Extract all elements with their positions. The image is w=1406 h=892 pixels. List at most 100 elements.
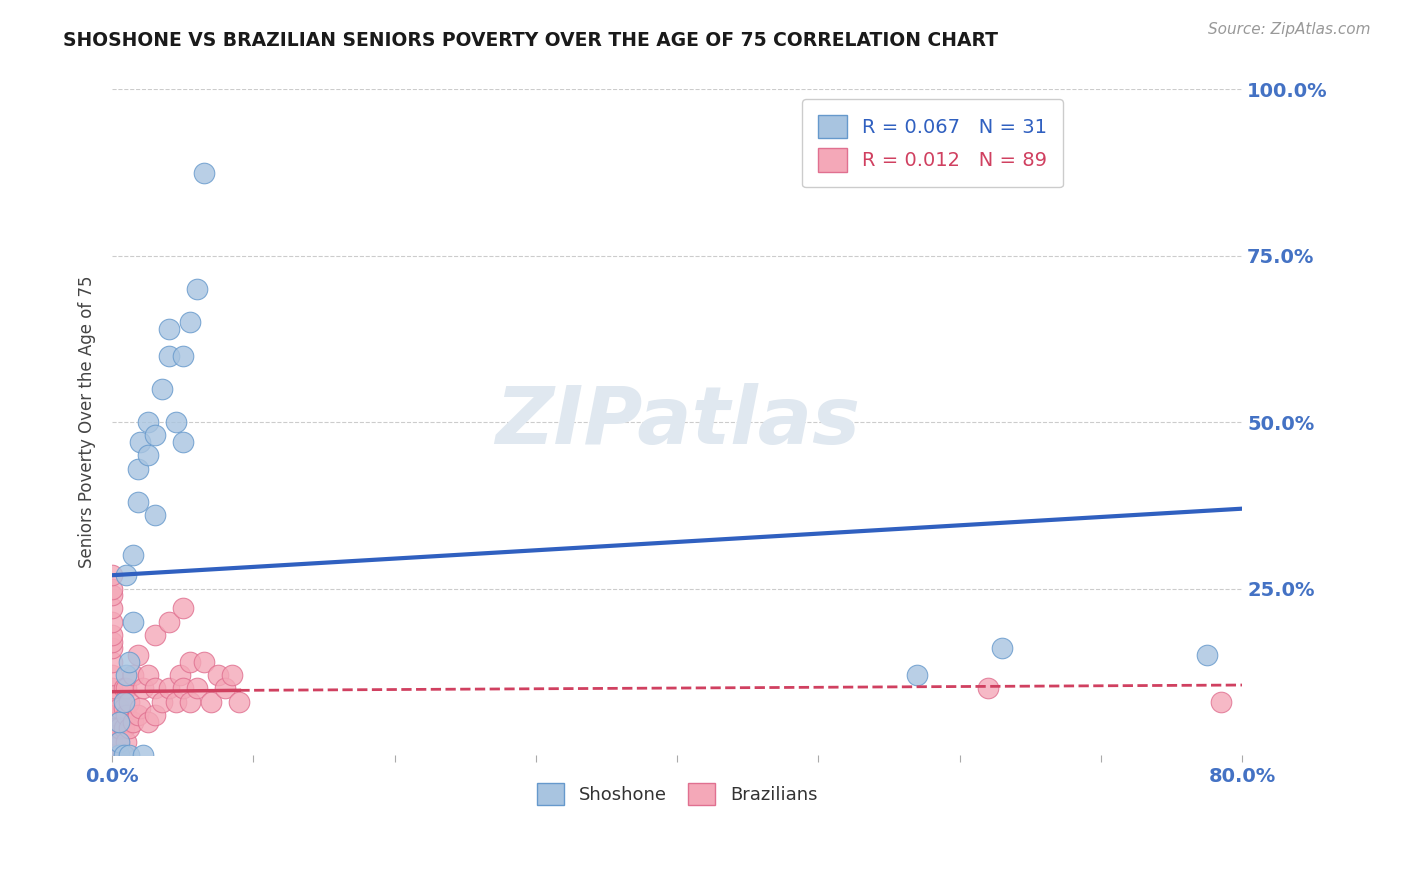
Point	[136, 449, 159, 463]
Point	[101, 747, 124, 762]
Point	[157, 322, 180, 336]
Point	[122, 714, 145, 729]
Point	[101, 714, 124, 729]
Point	[143, 428, 166, 442]
Point	[150, 695, 173, 709]
Point	[127, 648, 149, 662]
Point	[101, 747, 124, 762]
Point	[101, 641, 124, 656]
Point	[101, 708, 124, 723]
Point	[221, 668, 243, 682]
Point	[200, 695, 222, 709]
Point	[186, 282, 208, 296]
Point	[101, 747, 124, 762]
Point	[112, 695, 135, 709]
Point	[101, 681, 124, 696]
Point	[101, 747, 124, 762]
Point	[115, 708, 138, 723]
Point	[101, 655, 124, 669]
Point	[108, 721, 131, 735]
Point	[101, 747, 124, 762]
Point	[115, 734, 138, 748]
Point	[172, 435, 194, 450]
Point	[172, 681, 194, 696]
Point	[101, 695, 124, 709]
Point	[101, 628, 124, 642]
Point	[157, 615, 180, 629]
Point	[122, 548, 145, 562]
Point	[101, 747, 124, 762]
Point	[179, 695, 201, 709]
Point	[108, 747, 131, 762]
Point	[108, 734, 131, 748]
Point	[101, 747, 124, 762]
Point	[108, 701, 131, 715]
Point	[1209, 695, 1232, 709]
Point	[118, 747, 141, 762]
Point	[101, 747, 124, 762]
Point	[101, 747, 124, 762]
Point	[132, 747, 155, 762]
Point	[101, 582, 124, 596]
Point	[143, 508, 166, 523]
Point	[101, 668, 124, 682]
Point	[101, 747, 124, 762]
Point	[179, 315, 201, 329]
Point	[136, 714, 159, 729]
Point	[193, 165, 215, 179]
Point	[101, 721, 124, 735]
Point	[122, 615, 145, 629]
Text: SHOSHONE VS BRAZILIAN SENIORS POVERTY OVER THE AGE OF 75 CORRELATION CHART: SHOSHONE VS BRAZILIAN SENIORS POVERTY OV…	[63, 31, 998, 50]
Point	[101, 568, 124, 582]
Point	[101, 747, 124, 762]
Point	[118, 721, 141, 735]
Point	[108, 714, 131, 729]
Point	[150, 382, 173, 396]
Point	[101, 747, 124, 762]
Point	[977, 681, 1000, 696]
Point	[112, 747, 135, 762]
Point	[115, 668, 138, 682]
Point	[228, 695, 250, 709]
Point	[108, 734, 131, 748]
Point	[108, 747, 131, 762]
Point	[193, 655, 215, 669]
Point	[101, 747, 124, 762]
Point	[115, 568, 138, 582]
Point	[101, 747, 124, 762]
Point	[186, 681, 208, 696]
Point	[101, 634, 124, 648]
Point	[101, 601, 124, 615]
Point	[101, 747, 124, 762]
Point	[101, 688, 124, 702]
Point	[127, 495, 149, 509]
Point	[172, 601, 194, 615]
Point	[172, 349, 194, 363]
Point	[132, 681, 155, 696]
Point	[157, 681, 180, 696]
Point	[101, 747, 124, 762]
Point	[1195, 648, 1218, 662]
Point	[101, 734, 124, 748]
Point	[143, 628, 166, 642]
Point	[122, 668, 145, 682]
Point	[101, 747, 124, 762]
Text: ZIPatlas: ZIPatlas	[495, 384, 859, 461]
Point	[129, 701, 152, 715]
Point	[118, 695, 141, 709]
Text: Source: ZipAtlas.com: Source: ZipAtlas.com	[1208, 22, 1371, 37]
Point	[129, 435, 152, 450]
Point	[101, 747, 124, 762]
Point	[101, 615, 124, 629]
Point	[115, 681, 138, 696]
Point	[101, 747, 124, 762]
Point	[101, 747, 124, 762]
Point	[101, 747, 124, 762]
Point	[118, 655, 141, 669]
Point	[169, 668, 191, 682]
Point	[143, 708, 166, 723]
Point	[101, 747, 124, 762]
Point	[101, 588, 124, 602]
Point	[179, 655, 201, 669]
Legend: Shoshone, Brazilians: Shoshone, Brazilians	[530, 776, 824, 813]
